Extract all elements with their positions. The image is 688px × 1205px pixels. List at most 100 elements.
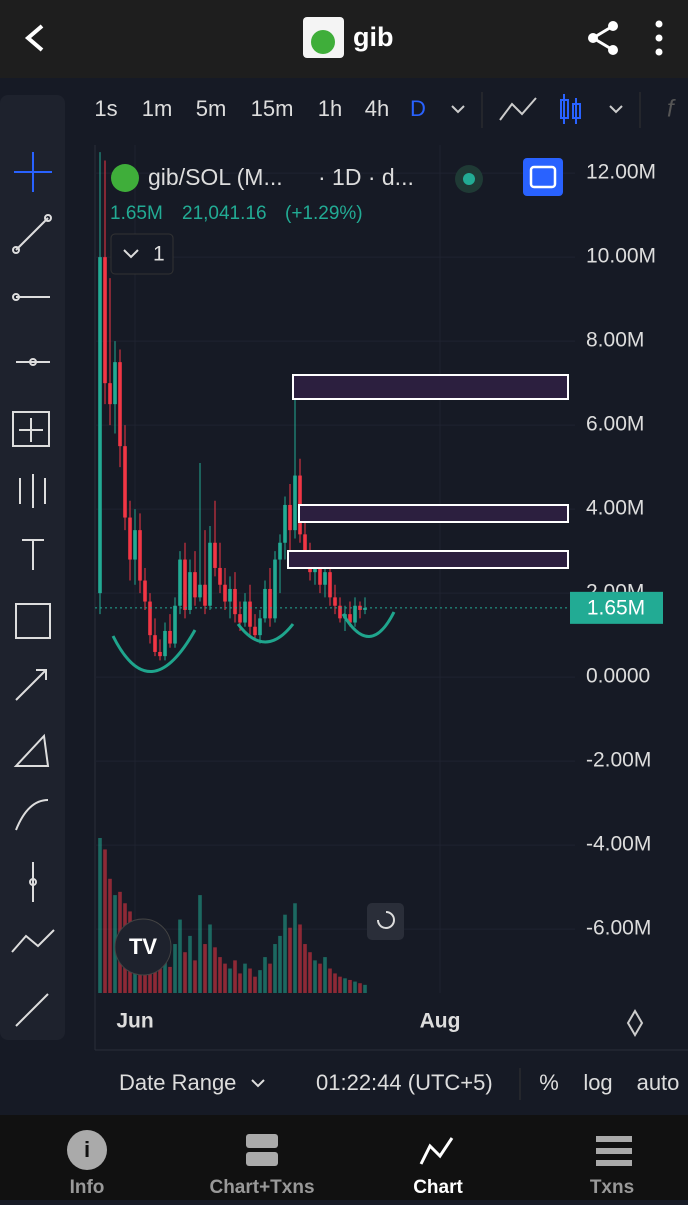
candle-body — [98, 257, 102, 594]
volume-bar — [213, 947, 217, 993]
indicators-button[interactable]: f — [667, 95, 676, 122]
y-tick-label: 12.00M — [586, 161, 656, 184]
candle-body — [328, 572, 332, 598]
cup-drawings[interactable] — [111, 611, 396, 673]
nav-tab[interactable]: Chart+Txns — [209, 1177, 314, 1198]
candle-body — [158, 651, 162, 657]
more-button[interactable] — [655, 20, 663, 56]
candle-body — [208, 542, 212, 606]
interval-option[interactable]: 4h — [365, 96, 389, 121]
chart-txns-icon[interactable] — [246, 1134, 278, 1166]
volume-bar — [168, 966, 172, 993]
percent-toggle[interactable]: % — [539, 1070, 559, 1095]
candle-body — [253, 626, 257, 636]
chart-icon[interactable] — [419, 1137, 454, 1165]
y-tick-label: -2.00M — [586, 749, 651, 772]
share-button[interactable] — [588, 21, 618, 55]
volume-bar — [153, 963, 157, 993]
auto-toggle[interactable]: auto — [637, 1070, 680, 1095]
candle-chart-button[interactable] — [560, 94, 581, 124]
fullscreen-glyph — [529, 165, 557, 189]
y-tick-label: 6.00M — [586, 413, 644, 436]
fullscreen-button[interactable] — [523, 158, 563, 196]
volume-bar — [233, 960, 237, 993]
interval-option[interactable]: 1h — [318, 96, 342, 121]
info-icon[interactable] — [67, 1130, 107, 1170]
candle-body — [243, 601, 247, 623]
y-tick-label: 10.00M — [586, 245, 656, 268]
volume-bar — [253, 976, 257, 993]
date-range-button[interactable]: Date Range — [119, 1070, 236, 1095]
y-tick-label: 4.00M — [586, 497, 644, 520]
header-title: gib — [353, 22, 394, 52]
volume-bar — [188, 935, 192, 993]
chart-type-dropdown[interactable] — [609, 105, 623, 114]
candle-body — [103, 257, 107, 384]
interval-option[interactable]: 1m — [142, 96, 173, 121]
volume-bar — [343, 978, 347, 993]
volume-bar — [363, 984, 367, 993]
candle-body — [113, 362, 117, 405]
legend-meta: · 1D · d... — [318, 164, 414, 190]
nav-tab[interactable]: Info — [70, 1177, 105, 1198]
interval-option[interactable]: 5m — [196, 96, 227, 121]
volume-bar — [183, 952, 187, 993]
volume-bar — [148, 957, 152, 993]
interval-option[interactable]: D — [410, 96, 426, 121]
reset-button[interactable] — [367, 903, 404, 940]
candle-body — [178, 559, 182, 606]
volume-bar — [263, 957, 267, 993]
volume-bar — [103, 849, 107, 993]
interval-dropdown[interactable] — [451, 105, 465, 114]
date-range-chevron — [251, 1079, 265, 1088]
legend-value: 1.65M — [110, 203, 163, 224]
settings-button[interactable] — [626, 1009, 644, 1037]
symbol-icon — [111, 164, 139, 192]
volume-bar — [328, 968, 332, 993]
nav-tab[interactable]: Chart — [413, 1177, 463, 1198]
indicator-toggle[interactable] — [110, 233, 174, 275]
y-tick-label: 8.00M — [586, 329, 644, 352]
txns-icon[interactable] — [596, 1136, 632, 1166]
candle-body — [283, 504, 287, 543]
candle-body — [173, 605, 177, 644]
volume-bar — [193, 960, 197, 993]
candle-body — [353, 605, 357, 623]
indicator-count: 1 — [153, 243, 165, 266]
volume-bar — [278, 935, 282, 993]
drawing-zones[interactable] — [287, 374, 569, 569]
status-dot-inner — [463, 173, 475, 185]
back-button[interactable] — [24, 24, 44, 52]
candle-body — [293, 475, 297, 531]
line-chart-button[interactable] — [499, 97, 537, 121]
volume-bar — [323, 957, 327, 993]
drawing-tools[interactable] — [11, 152, 55, 1027]
interval-option[interactable]: 15m — [251, 96, 294, 121]
volume-bar — [273, 944, 277, 993]
volume-bar — [238, 973, 242, 993]
volume-bar — [248, 968, 252, 993]
volume-bar — [353, 981, 357, 993]
volume-bar — [338, 976, 342, 993]
volume-bar — [173, 944, 177, 993]
volume-bar — [288, 927, 292, 993]
volume-bar — [178, 919, 182, 993]
candle-body — [218, 567, 222, 585]
candle-body — [123, 446, 127, 518]
candle-body — [133, 530, 137, 560]
candle-body — [303, 534, 307, 560]
log-toggle[interactable]: log — [583, 1070, 612, 1095]
token-icon-frog — [311, 30, 335, 54]
volume-bar — [333, 973, 337, 993]
volume-bar — [313, 960, 317, 993]
volume-bar — [203, 944, 207, 993]
nav-tab[interactable]: Txns — [590, 1177, 634, 1198]
candle-body — [193, 572, 197, 598]
volume-bar — [243, 963, 247, 993]
volume-bar — [208, 924, 212, 993]
candle-body — [168, 630, 172, 644]
candle-body — [233, 588, 237, 615]
candle-body — [288, 504, 292, 531]
volume-bar — [258, 970, 262, 993]
interval-option[interactable]: 1s — [94, 96, 117, 121]
